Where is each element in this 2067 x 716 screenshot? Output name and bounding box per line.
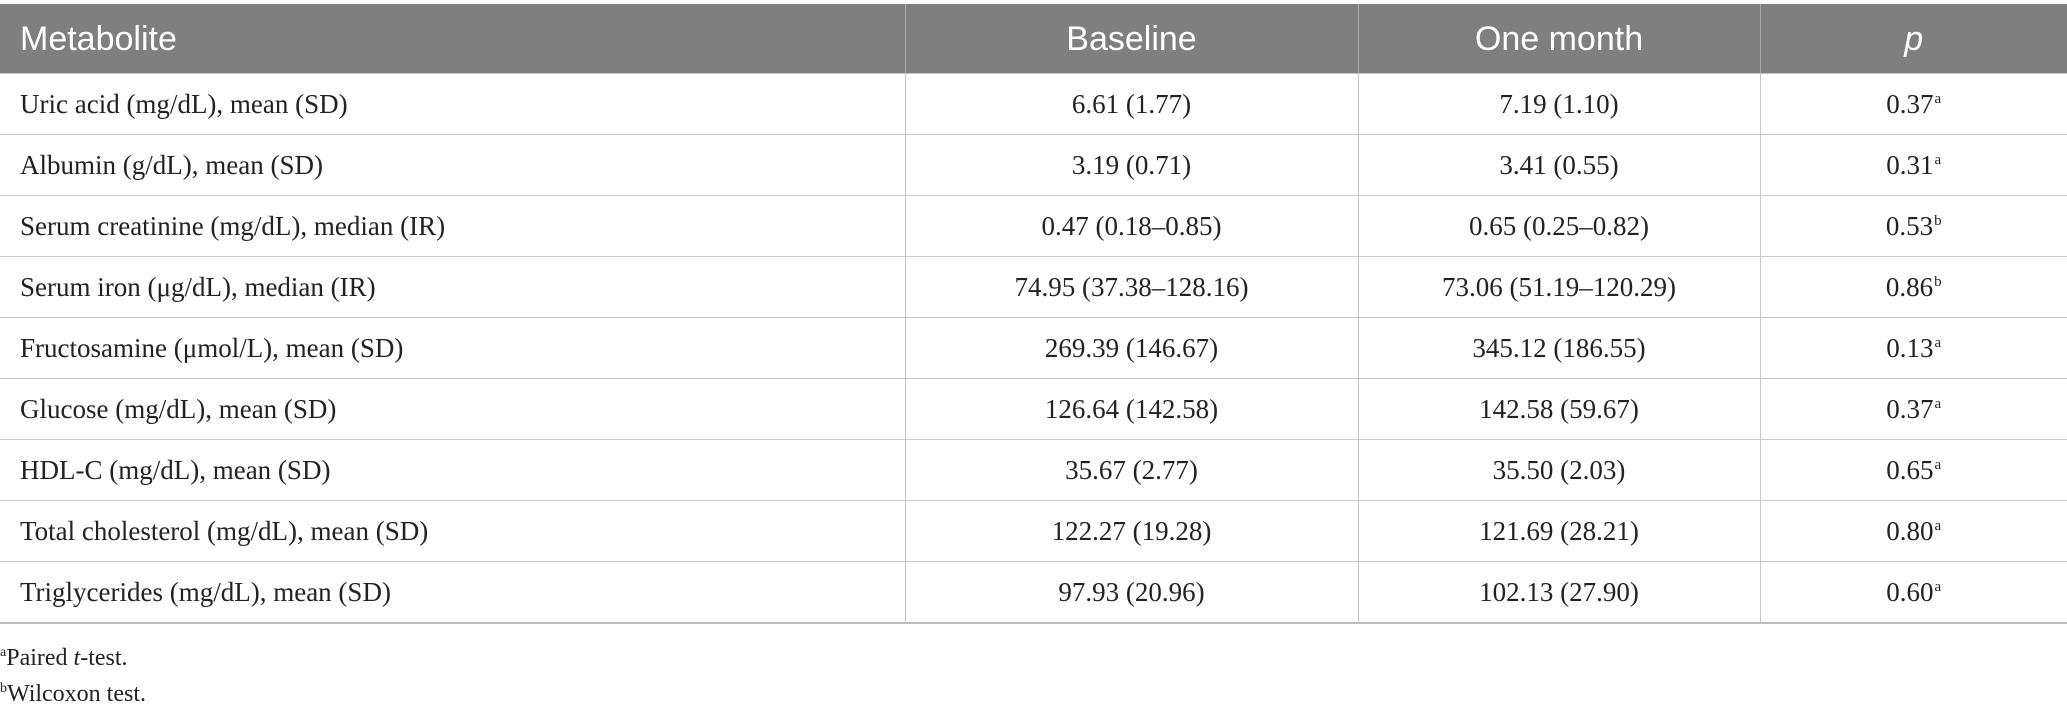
cell-one-month: 7.19 (1.10) — [1357, 73, 1761, 135]
cell-baseline: 74.95 (37.38–128.16) — [904, 256, 1359, 318]
cell-one-month: 102.13 (27.90) — [1357, 561, 1761, 624]
cell-p-value: 0.13a — [1759, 317, 2067, 379]
cell-one-month: 3.41 (0.55) — [1357, 134, 1761, 196]
p-value: 0.86 — [1885, 271, 1934, 302]
cell-one-month: 35.50 (2.03) — [1357, 439, 1761, 501]
cell-p-value: 0.80a — [1759, 500, 2067, 562]
footnote-marker: a — [1934, 456, 1942, 473]
footnote-a: aPaired t-test. — [0, 640, 146, 676]
cell-metabolite: Uric acid (mg/dL), mean (SD) — [0, 73, 906, 135]
footnote-b-text: Wilcoxon test. — [7, 681, 147, 707]
p-value: 0.31 — [1886, 149, 1934, 180]
cell-metabolite: Triglycerides (mg/dL), mean (SD) — [0, 561, 906, 624]
footnote-a-mark: a — [0, 645, 7, 660]
p-value: 0.65 — [1886, 454, 1934, 485]
cell-one-month: 0.65 (0.25–0.82) — [1357, 195, 1761, 257]
table-row: Glucose (mg/dL), mean (SD) 126.64 (142.5… — [0, 378, 2067, 440]
footnote-marker: b — [1934, 273, 1942, 290]
cell-baseline: 122.27 (19.28) — [904, 500, 1359, 562]
cell-metabolite: Albumin (g/dL), mean (SD) — [0, 134, 906, 196]
cell-one-month: 73.06 (51.19–120.29) — [1357, 256, 1761, 318]
header-baseline: Baseline — [904, 4, 1359, 74]
footnote-marker: a — [1934, 517, 1942, 534]
footnote-a-italic: t — [73, 645, 81, 671]
cell-p-value: 0.37a — [1759, 378, 2067, 440]
table-row: Fructosamine (μmol/L), mean (SD) 269.39 … — [0, 317, 2067, 379]
cell-p-value: 0.37a — [1759, 73, 2067, 135]
cell-one-month: 345.12 (186.55) — [1357, 317, 1761, 379]
cell-p-value: 0.65a — [1759, 439, 2067, 501]
cell-metabolite: Serum creatinine (mg/dL), median (IR) — [0, 195, 906, 257]
cell-p-value: 0.31a — [1759, 134, 2067, 196]
footnote-marker: a — [1934, 395, 1942, 412]
p-value: 0.60 — [1886, 576, 1934, 607]
table-row: Serum iron (μg/dL), median (IR) 74.95 (3… — [0, 256, 2067, 318]
cell-baseline: 97.93 (20.96) — [904, 561, 1359, 624]
table-row: Serum creatinine (mg/dL), median (IR) 0.… — [0, 195, 2067, 257]
p-value: 0.13 — [1886, 332, 1934, 363]
cell-one-month: 142.58 (59.67) — [1357, 378, 1761, 440]
results-table-container: Metabolite Baseline One month p Uric aci… — [0, 4, 2067, 624]
metabolite-table: Metabolite Baseline One month p Uric aci… — [0, 4, 2067, 624]
table-row: Triglycerides (mg/dL), mean (SD) 97.93 (… — [0, 561, 2067, 624]
cell-metabolite: Glucose (mg/dL), mean (SD) — [0, 378, 906, 440]
footnote-marker: b — [1934, 212, 1942, 229]
footnote-marker: a — [1934, 90, 1942, 107]
footnote-a-text-before: Paired — [6, 645, 74, 671]
cell-baseline: 3.19 (0.71) — [904, 134, 1359, 196]
p-value: 0.53 — [1885, 210, 1934, 241]
cell-metabolite: Total cholesterol (mg/dL), mean (SD) — [0, 500, 906, 562]
p-value: 0.80 — [1886, 515, 1934, 546]
footnote-marker: a — [1934, 334, 1942, 351]
cell-metabolite: HDL-C (mg/dL), mean (SD) — [0, 439, 906, 501]
cell-p-value: 0.53b — [1759, 195, 2067, 257]
cell-p-value: 0.60a — [1759, 561, 2067, 624]
table-row: Uric acid (mg/dL), mean (SD) 6.61 (1.77)… — [0, 73, 2067, 135]
footnote-b: bWilcoxon test. — [0, 676, 146, 712]
footnote-marker: a — [1934, 151, 1942, 168]
cell-baseline: 126.64 (142.58) — [904, 378, 1359, 440]
table-row: Total cholesterol (mg/dL), mean (SD) 122… — [0, 500, 2067, 562]
cell-one-month: 121.69 (28.21) — [1357, 500, 1761, 562]
cell-baseline: 6.61 (1.77) — [904, 73, 1359, 135]
p-value: 0.37 — [1886, 88, 1934, 119]
table-row: HDL-C (mg/dL), mean (SD) 35.67 (2.77) 35… — [0, 439, 2067, 501]
table-row: Albumin (g/dL), mean (SD) 3.19 (0.71) 3.… — [0, 134, 2067, 196]
header-metabolite: Metabolite — [0, 4, 906, 74]
header-row: Metabolite Baseline One month p — [0, 4, 2067, 74]
cell-metabolite: Serum iron (μg/dL), median (IR) — [0, 256, 906, 318]
header-p-value: p — [1759, 4, 2067, 74]
cell-p-value: 0.86b — [1759, 256, 2067, 318]
cell-baseline: 35.67 (2.77) — [904, 439, 1359, 501]
cell-metabolite: Fructosamine (μmol/L), mean (SD) — [0, 317, 906, 379]
footnote-b-mark: b — [0, 681, 7, 696]
header-one-month: One month — [1357, 4, 1761, 74]
header-p-label: p — [1904, 19, 1924, 58]
footnotes: aPaired t-test. bWilcoxon test. — [0, 640, 146, 712]
table-body: Uric acid (mg/dL), mean (SD) 6.61 (1.77)… — [0, 73, 2067, 624]
cell-baseline: 269.39 (146.67) — [904, 317, 1359, 379]
p-value: 0.37 — [1886, 393, 1934, 424]
footnote-marker: a — [1934, 578, 1942, 595]
cell-baseline: 0.47 (0.18–0.85) — [904, 195, 1359, 257]
footnote-a-text-after: -test. — [80, 645, 128, 671]
